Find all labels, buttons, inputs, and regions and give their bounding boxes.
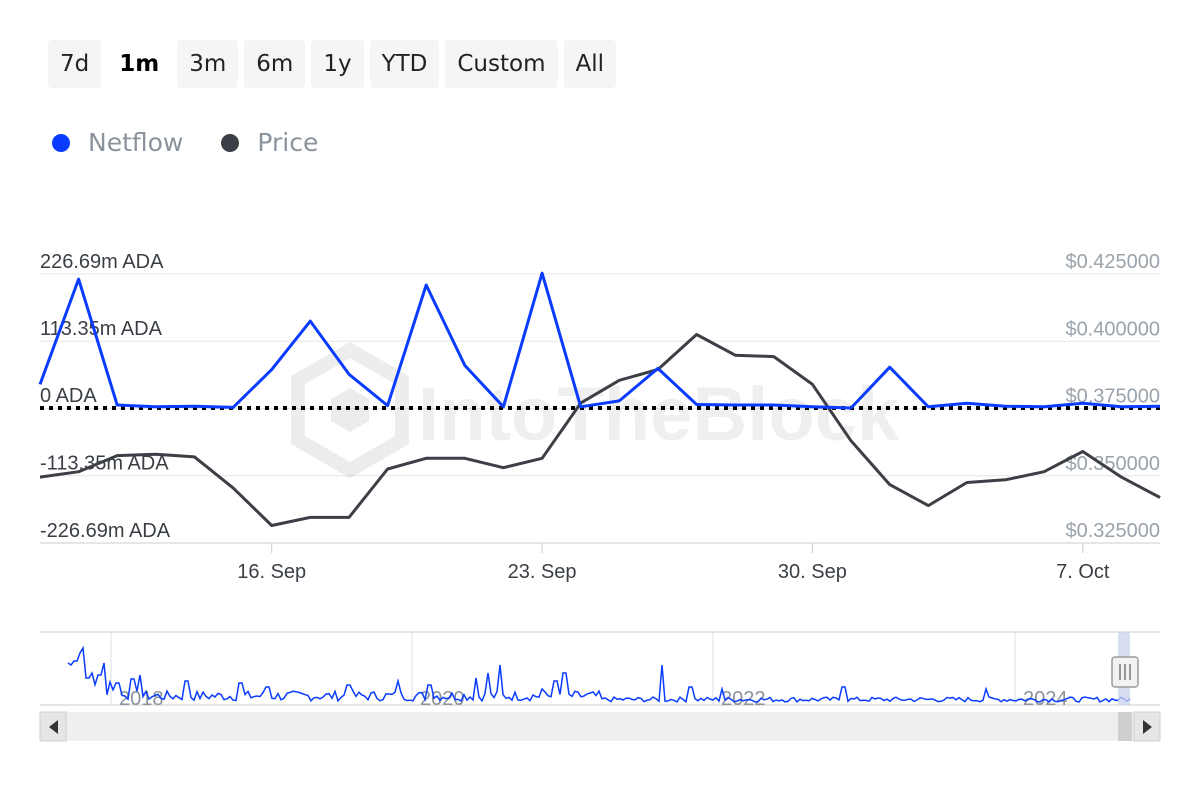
range-7d-button[interactable]: 7d (48, 40, 102, 88)
navigator[interactable]: 2018 2020 2022 2024 (40, 631, 1160, 710)
y-left-tick-label: 0 ADA (40, 385, 97, 407)
range-1m-button[interactable]: 1m (107, 40, 172, 88)
y-right-tick-label: $0.350000 (1065, 453, 1160, 475)
scrollbar-thumb[interactable] (1118, 712, 1132, 741)
chart-legend: Netflow Price (52, 128, 318, 157)
legend-dot-price (221, 133, 240, 152)
legend-label-price: Price (257, 128, 319, 157)
series-line-price (39, 333, 1161, 527)
navigator-year-label: 2022 (721, 688, 766, 710)
scrollbar-track[interactable] (40, 712, 1160, 741)
arrow-left-icon (49, 720, 58, 734)
x-tick-label: 23. Sep (508, 561, 577, 583)
series-lines (38, 271, 1161, 527)
range-1y-button[interactable]: 1y (311, 40, 364, 88)
series-line-netflow (38, 271, 1161, 410)
y-left-tick-label: 113.35m ADA (40, 318, 163, 340)
y-axis-left: 226.69m ADA 113.35m ADA 0 ADA -113.35m ADA -… (40, 251, 171, 542)
range-custom-button[interactable]: Custom (445, 40, 558, 88)
y-left-tick-label: 226.69m ADA (40, 251, 164, 273)
y-left-tick-label: -113.35m ADA (40, 453, 169, 475)
x-tick-label: 30. Sep (778, 561, 847, 583)
y-left-tick-label: -226.69m ADA (40, 520, 171, 542)
legend-dot-netflow (52, 133, 70, 152)
range-ytd-button[interactable]: YTD (369, 40, 440, 88)
navigator-grid: 2018 2020 2022 2024 (110, 632, 1068, 710)
legend-label-netflow: Netflow (88, 128, 184, 157)
y-axis-right: $0.425000 $0.400000 $0.375000 $0.350000 $0.3… (1065, 251, 1160, 542)
y-right-tick-label: $0.325000 (1065, 520, 1160, 542)
arrow-right-icon (1143, 720, 1152, 734)
navigator-series-line (67, 645, 1131, 704)
navigator-year-label: 2018 (119, 688, 164, 710)
range-selector: 7d 1m 3m 6m 1y YTD Custom All (48, 40, 617, 88)
navigator-scrollbar[interactable] (39, 711, 1161, 742)
y-right-tick-label: $0.375000 (1065, 386, 1160, 408)
watermark: IntoTheBlock (291, 341, 900, 479)
legend-item-price[interactable]: Price (221, 128, 318, 157)
watermark-text: IntoTheBlock (418, 372, 900, 457)
range-6m-button[interactable]: 6m (244, 40, 306, 88)
x-tick-label: 16. Sep (237, 561, 306, 583)
navigator-handle[interactable] (1111, 656, 1139, 688)
y-right-tick-label: $0.400000 (1065, 318, 1160, 340)
x-tick-label: 7. Oct (1056, 561, 1110, 583)
legend-item-netflow[interactable]: Netflow (52, 128, 183, 157)
range-3m-button[interactable]: 3m (177, 40, 239, 88)
x-axis: 16. Sep 23. Sep 30. Sep 7. Oct (40, 542, 1160, 583)
range-all-button[interactable]: All (563, 40, 617, 88)
y-right-tick-label: $0.425000 (1065, 251, 1160, 273)
